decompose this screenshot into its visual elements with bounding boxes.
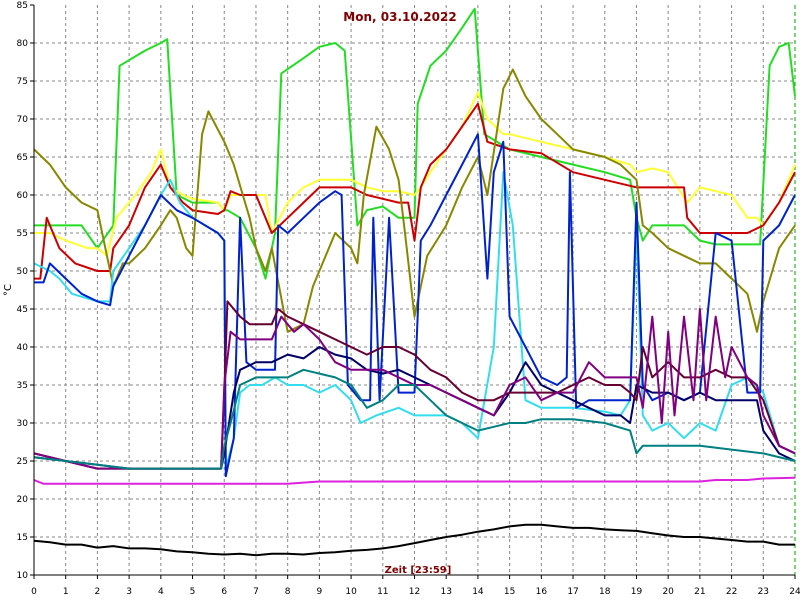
x-tick-label: 9	[317, 587, 323, 597]
y-tick-label: 30	[17, 419, 29, 429]
y-tick-label: 35	[17, 381, 28, 391]
x-tick-label: 12	[409, 587, 420, 597]
x-tick-label: 7	[253, 587, 259, 597]
x-tick-label: 18	[599, 587, 611, 597]
x-tick-label: 1	[63, 587, 69, 597]
series-line	[34, 102, 796, 280]
x-tick-label: 11	[377, 587, 388, 597]
y-tick-label: 40	[17, 343, 29, 353]
y-tick-label: 85	[17, 1, 28, 11]
x-tick-label: 4	[158, 587, 164, 597]
series-line	[34, 133, 796, 478]
x-tick-label: 23	[758, 587, 769, 597]
x-axis-label: Zeit [23:59]	[385, 565, 452, 576]
series-line	[33, 300, 796, 470]
chart-title: Mon, 03.10.2022	[343, 10, 456, 24]
x-tick-label: 0	[31, 587, 37, 597]
x-tick-label: 16	[536, 587, 548, 597]
x-tick-label: 15	[504, 587, 515, 597]
x-tick-label: 14	[472, 587, 484, 597]
x-tick-label: 10	[345, 587, 357, 597]
y-tick-label: 20	[17, 495, 29, 505]
x-tick-label: 13	[440, 587, 451, 597]
y-tick-label: 50	[17, 267, 29, 277]
series-line	[34, 91, 796, 257]
series-line	[33, 68, 796, 333]
y-tick-label: 75	[17, 77, 28, 87]
series-line	[34, 7, 796, 280]
series-line	[33, 308, 796, 470]
y-tick-label: 10	[17, 571, 29, 581]
y-tick-label: 45	[17, 305, 28, 315]
series-line	[33, 523, 795, 557]
x-tick-label: 8	[285, 587, 291, 597]
x-tick-label: 24	[789, 587, 800, 597]
y-tick-label: 70	[17, 115, 29, 125]
x-tick-label: 21	[694, 587, 705, 597]
x-tick-label: 3	[126, 587, 132, 597]
y-tick-label: 25	[17, 457, 28, 467]
x-tick-label: 17	[567, 587, 578, 597]
x-tick-label: 20	[662, 587, 674, 597]
y-tick-label: 60	[17, 191, 29, 201]
x-tick-label: 2	[95, 587, 101, 597]
y-tick-label: 80	[17, 39, 29, 49]
y-tick-label: 55	[17, 229, 28, 239]
x-tick-label: 19	[631, 587, 643, 597]
y-tick-label: 65	[17, 153, 28, 163]
series-group	[33, 7, 796, 557]
y-axis-label: °C	[3, 284, 14, 296]
x-tick-label: 6	[221, 587, 227, 597]
series-line	[33, 368, 796, 470]
series-line	[33, 476, 796, 485]
x-tick-label: 22	[726, 587, 737, 597]
x-tick-label: 5	[190, 587, 196, 597]
y-tick-label: 15	[17, 533, 28, 543]
